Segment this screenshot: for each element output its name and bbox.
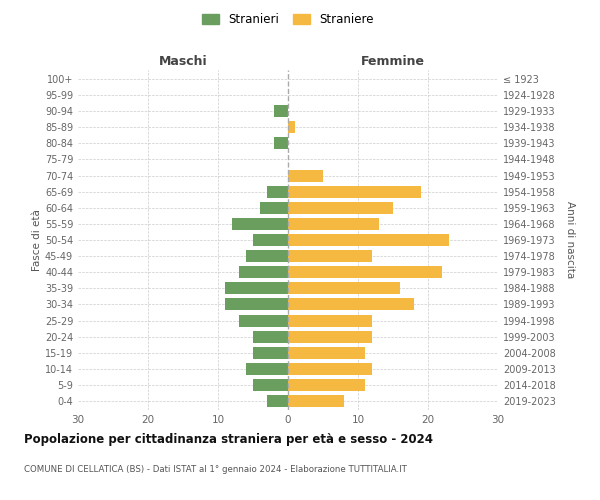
Bar — [239, 314, 288, 326]
Bar — [253, 330, 288, 342]
Bar — [288, 379, 365, 391]
Bar — [288, 202, 393, 214]
Bar — [288, 170, 323, 181]
Bar — [288, 266, 442, 278]
Text: Popolazione per cittadinanza straniera per età e sesso - 2024: Popolazione per cittadinanza straniera p… — [24, 432, 433, 446]
Text: Femmine: Femmine — [361, 54, 425, 68]
Y-axis label: Fasce di età: Fasce di età — [32, 209, 42, 271]
Bar — [225, 282, 288, 294]
Bar — [267, 395, 288, 407]
Bar — [288, 298, 414, 310]
Bar — [288, 121, 295, 133]
Bar — [274, 138, 288, 149]
Bar — [239, 266, 288, 278]
Y-axis label: Anni di nascita: Anni di nascita — [565, 202, 575, 278]
Text: Maschi: Maschi — [158, 54, 208, 68]
Bar — [288, 363, 372, 375]
Bar — [288, 234, 449, 246]
Bar — [288, 186, 421, 198]
Bar — [274, 105, 288, 117]
Bar — [288, 330, 372, 342]
Bar — [288, 395, 344, 407]
Bar — [253, 347, 288, 359]
Bar — [232, 218, 288, 230]
Bar — [288, 218, 379, 230]
Text: COMUNE DI CELLATICA (BS) - Dati ISTAT al 1° gennaio 2024 - Elaborazione TUTTITAL: COMUNE DI CELLATICA (BS) - Dati ISTAT al… — [24, 466, 407, 474]
Bar — [246, 250, 288, 262]
Bar — [225, 298, 288, 310]
Legend: Stranieri, Straniere: Stranieri, Straniere — [197, 8, 379, 31]
Bar — [288, 250, 372, 262]
Bar — [288, 282, 400, 294]
Bar — [288, 314, 372, 326]
Bar — [288, 347, 365, 359]
Bar — [267, 186, 288, 198]
Bar — [246, 363, 288, 375]
Bar — [253, 379, 288, 391]
Bar — [260, 202, 288, 214]
Bar — [253, 234, 288, 246]
